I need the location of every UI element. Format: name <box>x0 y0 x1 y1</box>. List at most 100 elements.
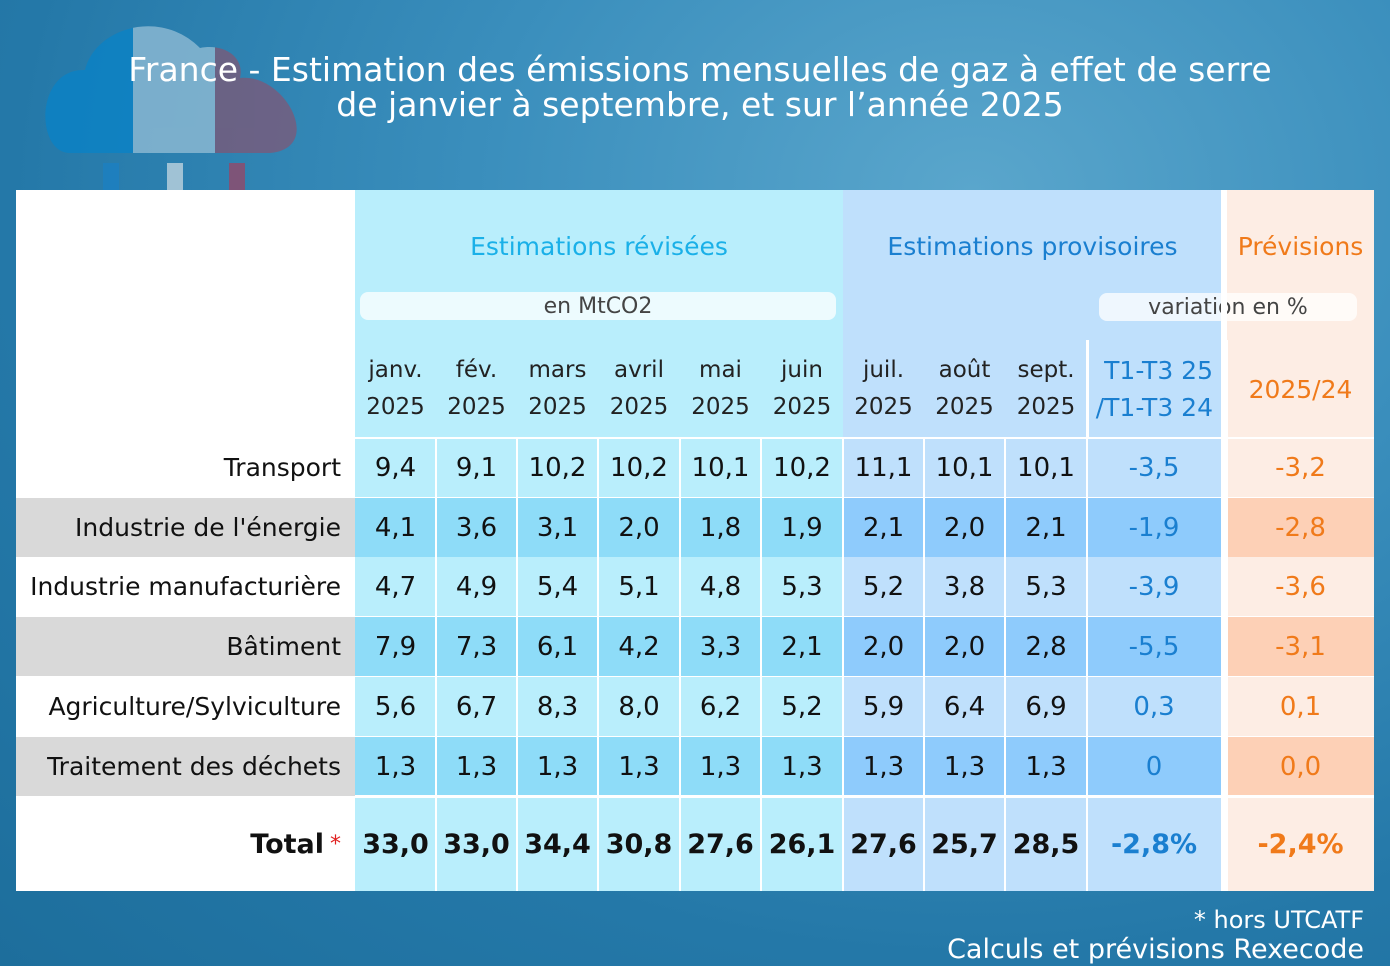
table-cell: 3,3 <box>680 617 761 676</box>
table-cell: 4,8 <box>680 557 761 616</box>
table-cell: 9,1 <box>436 438 517 497</box>
table-cell: 8,3 <box>517 677 598 736</box>
column-header: 2025/24 <box>1227 340 1374 438</box>
total-label-text: Total <box>250 828 324 860</box>
column-header: mai 2025 <box>680 340 761 438</box>
table-cell: 3,6 <box>436 498 517 557</box>
table-cell: 6,4 <box>924 677 1005 736</box>
grid-line <box>435 438 437 891</box>
table-cell: 5,6 <box>355 677 436 736</box>
table-cell: 4,2 <box>598 617 680 676</box>
column-header-line: mars <box>528 357 587 383</box>
row-label: Agriculture/Sylviculture <box>16 677 355 736</box>
total-cell: -2,8% <box>1087 797 1221 891</box>
column-header-line: 2025 <box>366 394 425 420</box>
column-header-line: sept. <box>1017 357 1075 383</box>
row-label: Traitement des déchets <box>16 737 355 796</box>
column-header-line: juin <box>781 357 823 383</box>
column-header-line: janv. <box>368 357 423 383</box>
group-forecast: Prévisions <box>1237 231 1364 261</box>
column-header-line: avril <box>614 357 664 383</box>
column-header-line: 2025/24 <box>1248 374 1353 404</box>
table-cell: 5,3 <box>1005 557 1087 616</box>
total-cell: 27,6 <box>843 797 924 891</box>
table-cell: 4,7 <box>355 557 436 616</box>
grid-line <box>1086 340 1088 891</box>
table-cell: 1,3 <box>680 737 761 796</box>
emissions-table: Estimations révisées Estimations provisoi… <box>16 190 1374 891</box>
table-cell: 5,1 <box>598 557 680 616</box>
column-header: juin 2025 <box>761 340 843 438</box>
table-cell: -5,5 <box>1087 617 1221 676</box>
column-header-line: 2025 <box>854 394 913 420</box>
column-header-line: 2025 <box>528 394 587 420</box>
table-cell: 10,1 <box>680 438 761 497</box>
total-cell: 34,4 <box>517 797 598 891</box>
column-header-line: mai <box>699 357 742 383</box>
column-header: T1-T3 25/T1-T3 24 <box>1087 340 1221 438</box>
title-line-1: France - Estimation des émissions mensue… <box>128 50 1272 89</box>
table-cell: 0,1 <box>1227 677 1374 736</box>
table-cell: 6,9 <box>1005 677 1087 736</box>
total-cell: 27,6 <box>680 797 761 891</box>
table-cell: 2,1 <box>761 617 843 676</box>
table-cell: 10,2 <box>761 438 843 497</box>
source-note: Calculs et prévisions Rexecode <box>947 934 1364 965</box>
total-cell: 28,5 <box>1005 797 1087 891</box>
table-cell: 11,1 <box>843 438 924 497</box>
grid-line <box>842 438 844 891</box>
unit-label-variation: variation en % <box>1099 293 1357 321</box>
table-cell: 7,3 <box>436 617 517 676</box>
table-cell: -3,1 <box>1227 617 1374 676</box>
table-cell: 5,2 <box>761 677 843 736</box>
table-cell: 9,4 <box>355 438 436 497</box>
total-cell: 25,7 <box>924 797 1005 891</box>
column-header: août 2025 <box>924 340 1005 438</box>
total-cell: 33,0 <box>355 797 436 891</box>
table-cell: -3,6 <box>1227 557 1374 616</box>
table-cell: 7,9 <box>355 617 436 676</box>
column-header: janv. 2025 <box>355 340 436 438</box>
table-cell: 6,1 <box>517 617 598 676</box>
unit-label-mtco2: en MtCO2 <box>360 292 836 320</box>
column-header-line: août <box>938 357 991 383</box>
column-header: sept. 2025 <box>1005 340 1087 438</box>
table-cell: 1,3 <box>436 737 517 796</box>
column-header-line: 2025 <box>691 394 750 420</box>
table-cell: 2,1 <box>1005 498 1087 557</box>
column-header: avril 2025 <box>598 340 680 438</box>
table-cell: 5,4 <box>517 557 598 616</box>
grid-line <box>679 438 681 891</box>
grid-line <box>923 438 925 891</box>
total-cell: 26,1 <box>761 797 843 891</box>
column-header: juil. 2025 <box>843 340 924 438</box>
table-cell: 10,2 <box>517 438 598 497</box>
table-cell: 10,2 <box>598 438 680 497</box>
table-cell: 1,3 <box>598 737 680 796</box>
table-cell: 1,8 <box>680 498 761 557</box>
table-cell: 5,9 <box>843 677 924 736</box>
table-cell: -1,9 <box>1087 498 1221 557</box>
row-label: Transport <box>16 438 355 497</box>
column-header-line: T1-T3 25 <box>1104 356 1213 385</box>
total-cell: 30,8 <box>598 797 680 891</box>
grid-line <box>760 438 762 891</box>
table-cell: 8,0 <box>598 677 680 736</box>
grid-line <box>355 795 1374 798</box>
table-cell: 1,3 <box>355 737 436 796</box>
table-cell: 3,1 <box>517 498 598 557</box>
table-cell: 0 <box>1087 737 1221 796</box>
table-cell: 6,7 <box>436 677 517 736</box>
table-cell: 3,8 <box>924 557 1005 616</box>
column-separator <box>1221 190 1227 891</box>
table-cell: 4,9 <box>436 557 517 616</box>
total-label: Total * <box>16 797 355 891</box>
table-cell: 5,2 <box>843 557 924 616</box>
column-header-line: 2025 <box>1016 394 1076 420</box>
table-cell: 1,3 <box>517 737 598 796</box>
chart-title: France - Estimation des émissions mensue… <box>100 52 1300 122</box>
table-cell: 1,3 <box>761 737 843 796</box>
column-header: mars 2025 <box>517 340 598 438</box>
grid-line <box>1004 438 1006 891</box>
table-cell: -3,9 <box>1087 557 1221 616</box>
